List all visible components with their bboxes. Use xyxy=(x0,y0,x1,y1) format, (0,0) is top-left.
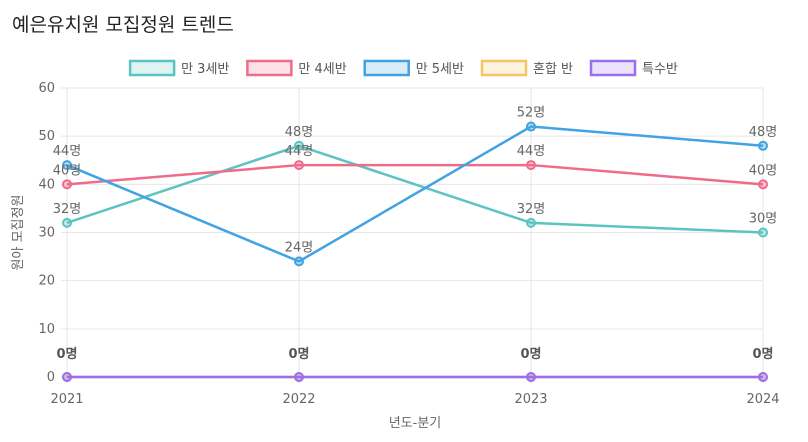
data-point xyxy=(294,372,304,382)
legend-label: 만 5세반 xyxy=(416,62,464,77)
x-tick-label: 2022 xyxy=(282,392,315,407)
data-label: 0명 xyxy=(288,346,309,362)
legend: 만 3세반 만 4세반 만 5세반 혼합 반 특수반 xyxy=(128,59,678,77)
y-tick-label: 50 xyxy=(38,129,55,144)
x-axis-title: 년도-분기 xyxy=(389,416,442,431)
data-label: 0명 xyxy=(752,346,773,362)
series-layer xyxy=(62,121,768,382)
legend-label: 만 3세반 xyxy=(181,62,229,77)
data-label: 48명 xyxy=(285,125,314,140)
y-tick-label: 20 xyxy=(38,274,55,289)
y-tick-label: 40 xyxy=(38,177,55,192)
legend-swatch xyxy=(480,59,528,77)
data-label: 48명 xyxy=(749,125,778,140)
x-tick-label: 2024 xyxy=(746,392,779,407)
legend-label: 혼합 반 xyxy=(533,62,573,77)
data-point xyxy=(526,160,536,171)
legend-label: 만 4세반 xyxy=(298,62,346,77)
legend-swatch xyxy=(246,59,293,77)
data-point xyxy=(758,372,768,382)
series-line xyxy=(66,144,764,234)
data-point xyxy=(62,372,72,382)
data-label: 40명 xyxy=(749,163,778,178)
y-tick-label: 0 xyxy=(47,370,55,385)
data-point xyxy=(526,217,536,228)
y-axis-ticks: 0 10 20 30 40 50 60 xyxy=(38,81,55,385)
data-point xyxy=(294,256,304,267)
data-point xyxy=(62,179,72,190)
legend-swatch xyxy=(589,59,637,77)
data-point xyxy=(62,160,72,171)
series-line xyxy=(66,163,764,186)
data-label: 44명 xyxy=(53,144,82,159)
data-point xyxy=(758,227,768,238)
y-tick-label: 60 xyxy=(38,81,55,96)
data-label: 0명 xyxy=(56,346,77,362)
grid xyxy=(61,87,764,383)
data-label: 52명 xyxy=(517,106,546,121)
series-line xyxy=(66,125,764,263)
data-point xyxy=(526,121,536,132)
legend-swatch xyxy=(363,59,410,77)
y-tick-label: 30 xyxy=(38,226,55,241)
chart-title: 예은유치원 모집정원 트렌드 xyxy=(12,14,234,36)
x-tick-label: 2023 xyxy=(514,392,547,407)
legend-swatch xyxy=(128,59,176,77)
data-label: 30명 xyxy=(749,212,778,227)
data-label: 44명 xyxy=(285,144,314,159)
data-label: 32명 xyxy=(517,202,546,217)
data-label: 32명 xyxy=(53,202,82,217)
data-point xyxy=(758,179,768,190)
data-label: 24명 xyxy=(285,240,314,255)
data-point xyxy=(294,140,304,151)
data-label: 40명 xyxy=(53,163,82,178)
legend-label: 특수반 xyxy=(642,62,678,77)
data-labels: 32명 48명 32명 30명 40명 44명 44명 40명 44명 24명 52명 48명 0명 0명… xyxy=(53,106,778,362)
data-point xyxy=(526,372,536,382)
data-label: 0명 xyxy=(520,346,541,362)
data-point xyxy=(758,140,768,151)
data-point xyxy=(294,160,304,171)
y-tick-label: 10 xyxy=(38,322,55,337)
x-axis-ticks: 2021 2022 2023 2024 xyxy=(50,392,779,407)
x-tick-label: 2021 xyxy=(50,392,83,407)
y-axis-title: 원아 모집정원 xyxy=(11,195,26,271)
data-point xyxy=(62,217,72,228)
data-label: 44명 xyxy=(517,144,546,159)
